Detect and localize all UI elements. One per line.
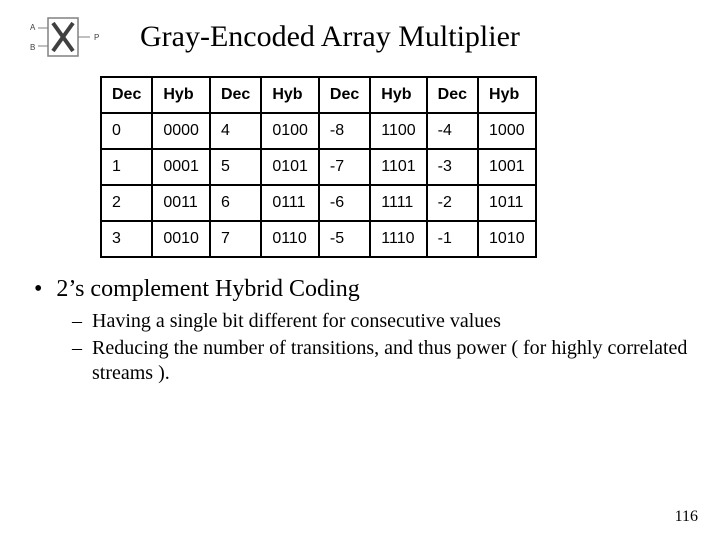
table-cell: 1100 (370, 113, 426, 149)
table-cell: 0000 (152, 113, 210, 149)
table-cell: 0010 (152, 221, 210, 257)
table-cell: 1000 (478, 113, 536, 149)
table-cell: 1001 (478, 149, 536, 185)
table-cell: 6 (210, 185, 261, 221)
table-row: 0000040100-81100-41000 (101, 113, 536, 149)
bullet-item: 2’s complement Hybrid Coding (34, 276, 690, 303)
table-cell: 1101 (370, 149, 426, 185)
table-header-row: DecHybDecHybDecHybDecHyb (101, 77, 536, 113)
table-row: 1000150101-71101-31001 (101, 149, 536, 185)
table-header-cell: Dec (427, 77, 478, 113)
table-header-cell: Dec (319, 77, 370, 113)
table-header-cell: Hyb (261, 77, 319, 113)
table-row: 2001160111-61111-21011 (101, 185, 536, 221)
table-body: 0000040100-81100-410001000150101-71101-3… (101, 113, 536, 257)
table-row: 3001070110-51110-11010 (101, 221, 536, 257)
table-header-cell: Hyb (152, 77, 210, 113)
sub-bullet-item: Reducing the number of transitions, and … (72, 336, 690, 386)
table-cell: 0011 (152, 185, 210, 221)
table-cell: -3 (427, 149, 478, 185)
table-cell: 0 (101, 113, 152, 149)
table-cell: 0110 (261, 221, 319, 257)
table-cell: 0111 (261, 185, 319, 221)
table-header-cell: Dec (210, 77, 261, 113)
table-header-cell: Dec (101, 77, 152, 113)
table-cell: -2 (427, 185, 478, 221)
table-cell: 1 (101, 149, 152, 185)
bullet-text: 2’s complement Hybrid Coding (56, 276, 359, 303)
sub-bullet-list: Having a single bit different for consec… (72, 309, 690, 386)
table-header: DecHybDecHybDecHybDecHyb (101, 77, 536, 113)
table-cell: -5 (319, 221, 370, 257)
table-cell: 2 (101, 185, 152, 221)
table-cell: 1010 (478, 221, 536, 257)
table-header-cell: Hyb (370, 77, 426, 113)
table-cell: 3 (101, 221, 152, 257)
table-cell: 5 (210, 149, 261, 185)
page-title: Gray-Encoded Array Multiplier (140, 20, 690, 54)
sub-bullet-text: Having a single bit different for consec… (92, 309, 501, 334)
table-cell: 1111 (370, 185, 426, 221)
encoding-table: DecHybDecHybDecHybDecHyb 0000040100-8110… (100, 76, 537, 258)
table-header-cell: Hyb (478, 77, 536, 113)
bullet-list: 2’s complement Hybrid Coding Having a sin… (34, 276, 690, 386)
table-cell: 1110 (370, 221, 426, 257)
table-cell: 0101 (261, 149, 319, 185)
icon-label-a: A (30, 23, 36, 32)
table-cell: -4 (427, 113, 478, 149)
icon-label-b: B (30, 43, 35, 52)
icon-label-p: P (94, 33, 99, 42)
table-cell: -6 (319, 185, 370, 221)
sub-bullet-text: Reducing the number of transitions, and … (92, 336, 690, 386)
table-cell: 4 (210, 113, 261, 149)
table-cell: -8 (319, 113, 370, 149)
page-number: 116 (675, 508, 698, 526)
sub-bullet-item: Having a single bit different for consec… (72, 309, 690, 334)
slide: A B P Gray-Encoded Array Multiplier DecH… (0, 0, 720, 540)
multiplier-icon: A B P (20, 10, 110, 64)
table-cell: 0100 (261, 113, 319, 149)
title-row: A B P Gray-Encoded Array Multiplier (20, 10, 690, 64)
table-cell: 1011 (478, 185, 536, 221)
table-cell: 7 (210, 221, 261, 257)
table-cell: 0001 (152, 149, 210, 185)
table-cell: -7 (319, 149, 370, 185)
table-cell: -1 (427, 221, 478, 257)
